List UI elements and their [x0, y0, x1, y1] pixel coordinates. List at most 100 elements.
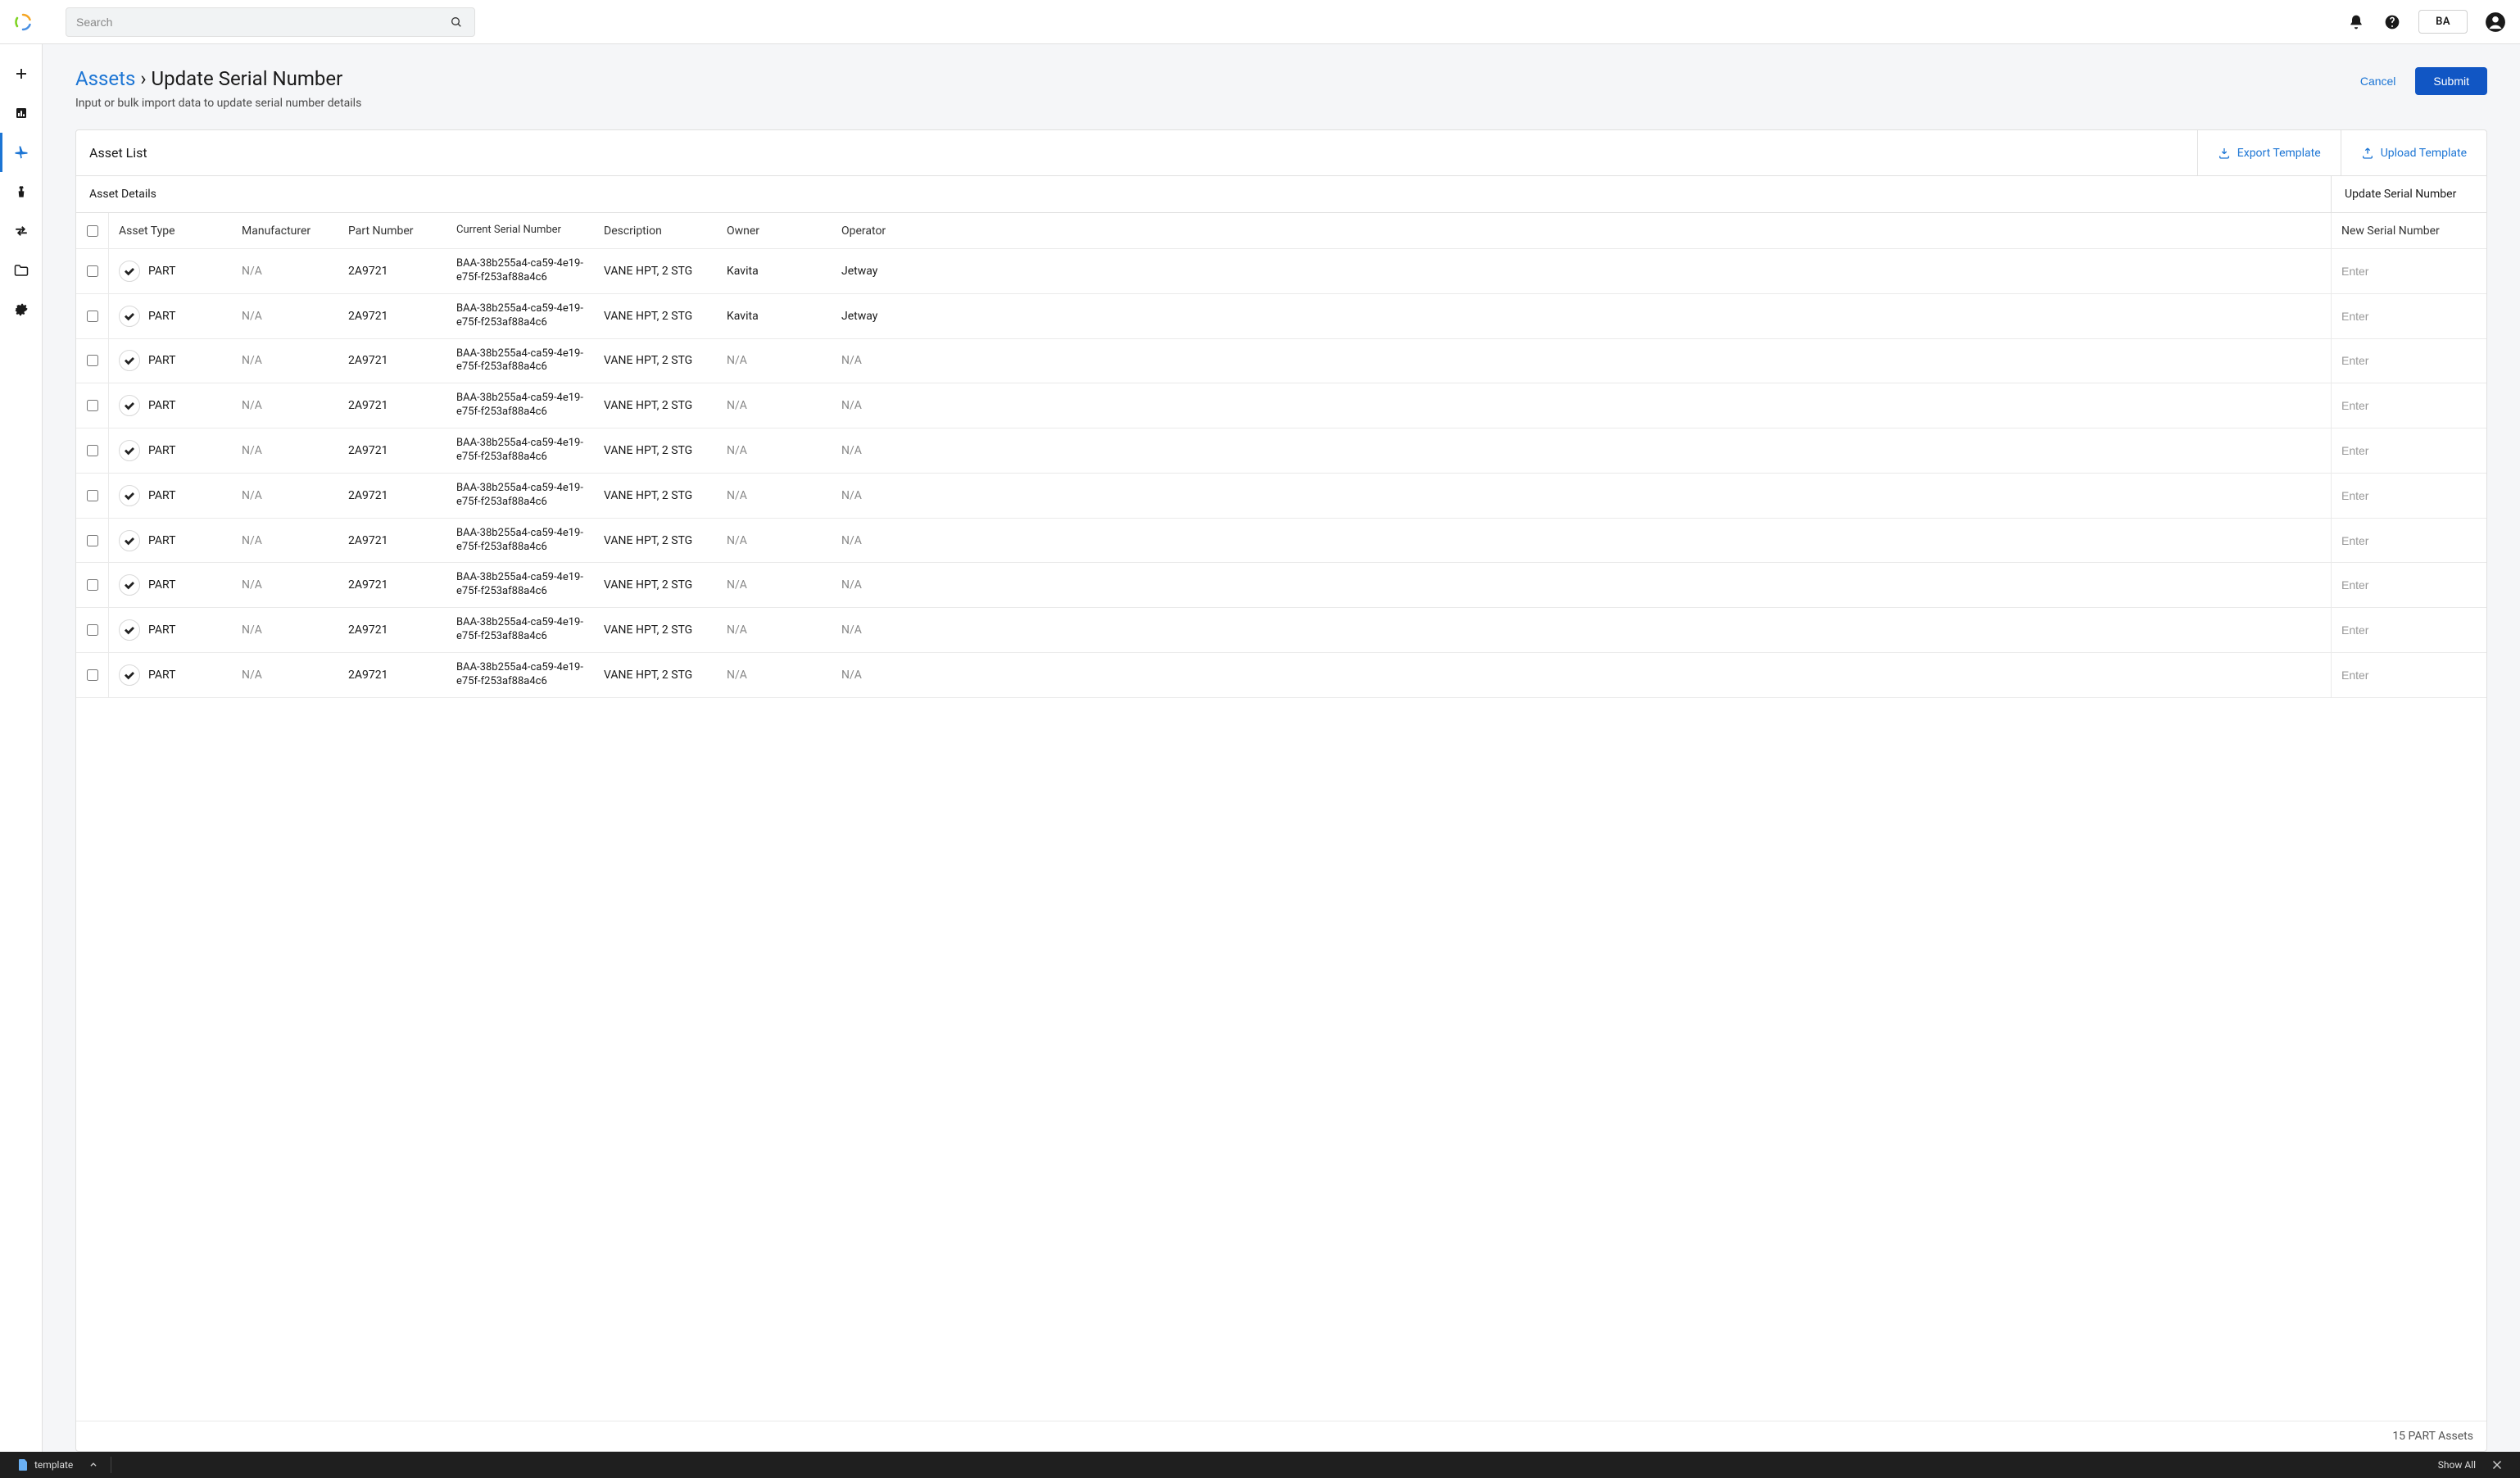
os-bar: template Show All [0, 1452, 2520, 1478]
account-icon[interactable] [2484, 11, 2507, 34]
part-icon [119, 485, 140, 506]
cell-new-serial [2331, 249, 2486, 293]
row-checkbox[interactable] [87, 400, 98, 411]
upload-template-label: Upload Template [2381, 147, 2467, 160]
cell-new-serial [2331, 339, 2486, 383]
row-checkbox[interactable] [87, 579, 98, 591]
search-input[interactable] [76, 16, 448, 29]
row-checkbox[interactable] [87, 669, 98, 681]
new-serial-input[interactable] [2341, 669, 2477, 682]
col-header-operator: Operator [832, 213, 2331, 248]
cell-manufacturer: N/A [232, 339, 338, 383]
asset-type-label: PART [148, 310, 175, 323]
asset-type-label: PART [148, 669, 175, 682]
export-template-button[interactable]: Export Template [2197, 130, 2341, 175]
breadcrumb-separator: › [140, 67, 146, 90]
col-header-description: Description [594, 213, 717, 248]
row-check-cell [76, 608, 109, 652]
table-header-row: Asset Type Manufacturer Part Number Curr… [76, 213, 2486, 249]
sidebar-item-add[interactable] [0, 54, 43, 93]
app-logo [13, 12, 33, 32]
user-badge[interactable]: BA [2418, 10, 2468, 34]
table-row: PARTN/A2A9721BAA-38b255a4-ca59-4e19-e75f… [76, 653, 2486, 698]
new-serial-input[interactable] [2341, 399, 2477, 412]
row-checkbox[interactable] [87, 624, 98, 636]
cell-manufacturer: N/A [232, 294, 338, 338]
breadcrumb-root[interactable]: Assets [75, 67, 135, 90]
cell-current-serial: BAA-38b255a4-ca59-4e19-e75f-f253af88a4c6 [446, 608, 594, 652]
upload-template-button[interactable]: Upload Template [2341, 130, 2486, 175]
part-icon [119, 619, 140, 641]
part-icon [119, 395, 140, 416]
sidebar-item-dashboard[interactable] [0, 93, 43, 133]
cell-operator: Jetway [832, 249, 2331, 293]
cell-owner: N/A [717, 563, 832, 607]
cell-owner: N/A [717, 474, 832, 518]
row-checkbox[interactable] [87, 311, 98, 322]
notifications-icon[interactable] [2346, 12, 2366, 32]
cell-part-number: 2A9721 [338, 608, 446, 652]
cell-new-serial [2331, 608, 2486, 652]
cell-owner: N/A [717, 519, 832, 563]
cell-manufacturer: N/A [232, 474, 338, 518]
section-update-serial: Update Serial Number [2331, 176, 2486, 212]
cell-operator: N/A [832, 474, 2331, 518]
os-file-item[interactable]: template [10, 1452, 81, 1478]
sidebar-item-assets[interactable] [0, 133, 43, 172]
os-show-all[interactable]: Show All [2430, 1452, 2484, 1478]
new-serial-input[interactable] [2341, 310, 2477, 323]
new-serial-input[interactable] [2341, 354, 2477, 367]
content-area: Assets › Update Serial Number Input or b… [43, 44, 2520, 1452]
cell-part-number: 2A9721 [338, 519, 446, 563]
row-check-cell [76, 653, 109, 697]
sidebar-item-transfer[interactable] [0, 211, 43, 251]
row-checkbox[interactable] [87, 535, 98, 546]
cancel-button[interactable]: Cancel [2360, 75, 2396, 88]
topbar-right: BA [2346, 10, 2507, 34]
table-row: PARTN/A2A9721BAA-38b255a4-ca59-4e19-e75f… [76, 428, 2486, 474]
new-serial-input[interactable] [2341, 623, 2477, 637]
help-icon[interactable] [2382, 12, 2402, 32]
search-container [66, 7, 475, 37]
cell-current-serial: BAA-38b255a4-ca59-4e19-e75f-f253af88a4c6 [446, 249, 594, 293]
cell-new-serial [2331, 474, 2486, 518]
cell-operator: N/A [832, 653, 2331, 697]
search-icon[interactable] [448, 14, 465, 30]
card-title: Asset List [76, 130, 2197, 175]
new-serial-input[interactable] [2341, 444, 2477, 457]
row-checkbox[interactable] [87, 490, 98, 501]
new-serial-input[interactable] [2341, 534, 2477, 547]
row-checkbox[interactable] [87, 355, 98, 366]
cell-description: VANE HPT, 2 STG [594, 339, 717, 383]
new-serial-input[interactable] [2341, 265, 2477, 278]
page-header: Assets › Update Serial Number Input or b… [75, 67, 2487, 110]
cell-current-serial: BAA-38b255a4-ca59-4e19-e75f-f253af88a4c6 [446, 474, 594, 518]
os-close-icon[interactable] [2484, 1460, 2510, 1470]
cell-description: VANE HPT, 2 STG [594, 249, 717, 293]
os-file-chevron[interactable] [81, 1452, 106, 1478]
table-row: PARTN/A2A9721BAA-38b255a4-ca59-4e19-e75f… [76, 249, 2486, 294]
cell-owner: N/A [717, 428, 832, 473]
new-serial-input[interactable] [2341, 489, 2477, 502]
cell-manufacturer: N/A [232, 519, 338, 563]
select-all-checkbox[interactable] [87, 225, 98, 237]
row-check-cell [76, 563, 109, 607]
sidebar [0, 44, 43, 1452]
cell-operator: N/A [832, 563, 2331, 607]
section-asset-details: Asset Details [76, 176, 2331, 212]
row-checkbox[interactable] [87, 445, 98, 456]
row-checkbox[interactable] [87, 265, 98, 277]
sidebar-item-settings[interactable] [0, 290, 43, 329]
sidebar-item-tower[interactable] [0, 172, 43, 211]
cell-part-number: 2A9721 [338, 383, 446, 428]
cell-asset-type: PART [109, 383, 232, 428]
table-body: PARTN/A2A9721BAA-38b255a4-ca59-4e19-e75f… [76, 249, 2486, 1421]
submit-button[interactable]: Submit [2415, 67, 2487, 95]
breadcrumb-current: Update Serial Number [152, 67, 343, 90]
cell-owner: Kavita [717, 294, 832, 338]
new-serial-input[interactable] [2341, 578, 2477, 592]
sidebar-item-folder[interactable] [0, 251, 43, 290]
cell-current-serial: BAA-38b255a4-ca59-4e19-e75f-f253af88a4c6 [446, 653, 594, 697]
header-actions: Cancel Submit [2360, 67, 2487, 95]
cell-description: VANE HPT, 2 STG [594, 428, 717, 473]
